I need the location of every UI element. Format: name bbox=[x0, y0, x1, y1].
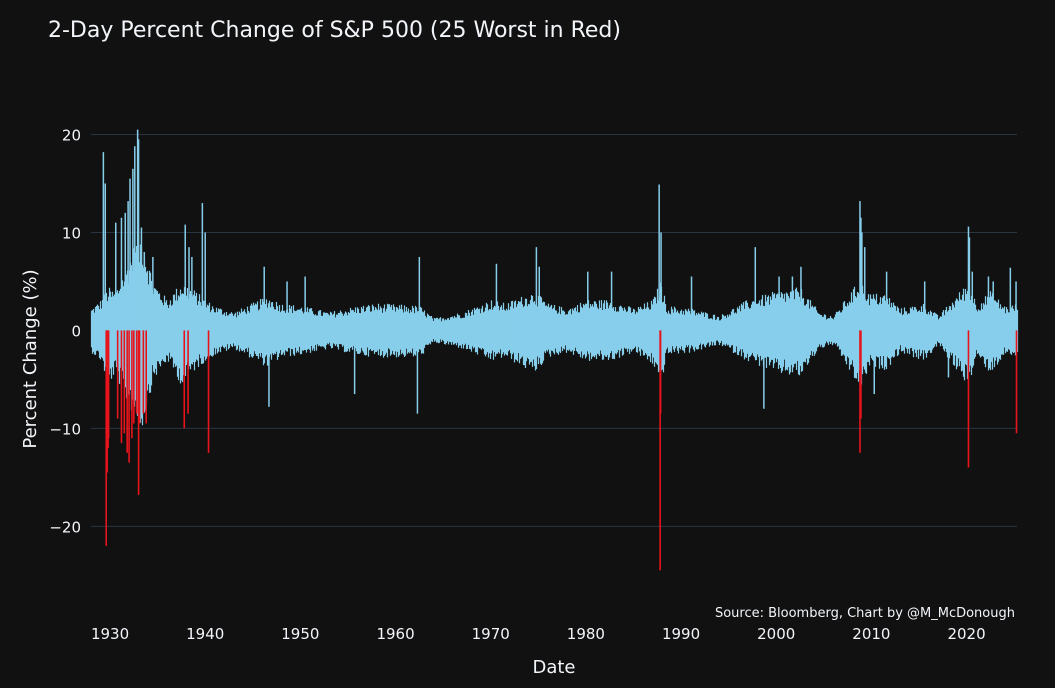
x-tick-label: 1950 bbox=[281, 625, 319, 643]
series-spike-bars bbox=[102, 129, 1017, 414]
y-tick-label: −10 bbox=[49, 420, 81, 438]
x-tick-label: 1960 bbox=[376, 625, 414, 643]
series-worst-bars bbox=[105, 330, 1018, 571]
y-axis-label: Percent Change (%) bbox=[20, 269, 41, 448]
x-axis-label: Date bbox=[532, 657, 575, 678]
x-tick-label: 1980 bbox=[567, 625, 605, 643]
x-tick-label: 2020 bbox=[947, 625, 985, 643]
x-tick-label: 1990 bbox=[662, 625, 700, 643]
x-tick-label: 1970 bbox=[472, 625, 510, 643]
chart-title: 2-Day Percent Change of S&P 500 (25 Wors… bbox=[48, 18, 621, 43]
x-tick-label: 2010 bbox=[852, 625, 890, 643]
y-tick-label: 10 bbox=[62, 224, 81, 242]
x-tick-label: 1940 bbox=[186, 625, 224, 643]
x-tick-label: 2000 bbox=[757, 625, 795, 643]
y-tick-label: 20 bbox=[62, 126, 81, 144]
source-annotation: Source: Bloomberg, Chart by @M_McDonough bbox=[715, 606, 1015, 621]
x-tick-labels: 1930 1940 1950 1960 1970 1980 1990 2000 2010 2020 bbox=[91, 625, 986, 643]
gridlines bbox=[91, 133, 1017, 527]
y-tick-labels: −20 −10 0 10 20 bbox=[49, 126, 81, 536]
x-tick-label: 1930 bbox=[91, 625, 129, 643]
y-tick-label: 0 bbox=[71, 322, 81, 340]
y-tick-label: −20 bbox=[49, 518, 81, 536]
